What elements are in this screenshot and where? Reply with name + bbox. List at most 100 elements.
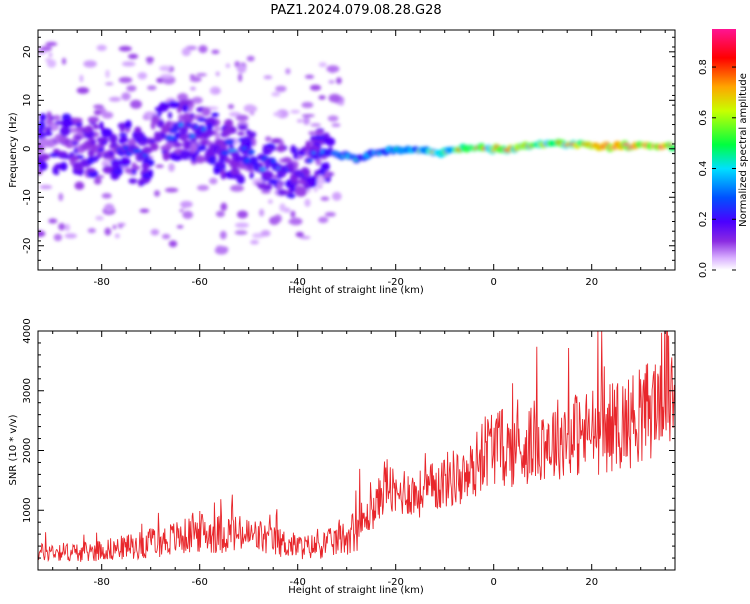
spectrogram-x-ticks: -80 -60 -40 -20 0 20 bbox=[52, 30, 666, 288]
x-tick-label: 0 bbox=[491, 577, 497, 588]
heat-noise-blob bbox=[130, 99, 142, 109]
y-tick-label: 2000 bbox=[22, 438, 33, 463]
heat-noise-blob bbox=[155, 164, 164, 168]
heat-ridge-core bbox=[224, 140, 234, 144]
spectrogram-y-axis-label: Frequency (Hz) bbox=[8, 112, 19, 188]
heat-noise-blob bbox=[275, 85, 287, 93]
heat-noise-blob bbox=[332, 96, 341, 102]
heat-cloud-blob bbox=[242, 136, 250, 144]
heat-noise-blob bbox=[259, 208, 265, 217]
heat-ridge-core bbox=[97, 147, 104, 152]
heat-noise-blob bbox=[189, 76, 202, 83]
heat-noise-blob bbox=[301, 114, 315, 118]
heat-cloud-blob bbox=[46, 111, 52, 120]
heat-noise-blob bbox=[320, 196, 330, 201]
heat-noise-blob bbox=[268, 199, 273, 204]
heat-cloud-blob bbox=[320, 162, 326, 170]
heat-noise-blob bbox=[87, 228, 96, 234]
heat-noise-blob bbox=[198, 45, 208, 54]
heat-cloud-blob bbox=[92, 124, 100, 130]
heat-ridge-core bbox=[194, 125, 199, 129]
colorbar: 0.0 0.2 0.4 0.6 0.8 Normalized spectral ampl… bbox=[698, 29, 749, 278]
heat-noise-blob bbox=[177, 93, 189, 102]
heat-cloud-blob bbox=[222, 126, 232, 137]
y-tick-label: -10 bbox=[22, 189, 33, 205]
heat-cloud-blob bbox=[44, 131, 53, 137]
heat-cloud-blob bbox=[131, 162, 137, 171]
heatmap-blobs bbox=[38, 41, 675, 255]
heat-noise-blob bbox=[137, 72, 148, 80]
heat-ridge-core bbox=[71, 141, 79, 145]
heat-noise-blob bbox=[191, 96, 203, 104]
y-tick-label: 20 bbox=[22, 45, 33, 58]
heat-cloud-blob bbox=[125, 120, 132, 129]
heat-cloud-blob bbox=[87, 156, 95, 165]
heat-noise-blob bbox=[302, 116, 310, 125]
heat-noise-blob bbox=[285, 68, 291, 75]
heat-noise-blob bbox=[213, 89, 221, 94]
heat-cloud-blob bbox=[236, 174, 245, 185]
heat-noise-blob bbox=[128, 53, 139, 60]
heat-noise-blob bbox=[76, 87, 90, 94]
heat-cloud-blob bbox=[323, 162, 330, 171]
heat-cloud-blob bbox=[102, 165, 114, 174]
heat-noise-blob bbox=[58, 223, 66, 231]
heat-noise-blob bbox=[290, 109, 301, 114]
heat-cloud-blob bbox=[268, 178, 279, 185]
heat-cloud-blob bbox=[167, 111, 173, 119]
heat-ridge-core bbox=[165, 136, 176, 140]
heat-cloud-blob bbox=[38, 161, 48, 171]
heat-noise-blob bbox=[64, 233, 78, 239]
heat-cloud-blob bbox=[291, 183, 296, 192]
heat-noise-blob bbox=[225, 63, 231, 68]
heat-cloud-blob bbox=[181, 104, 189, 113]
heat-cloud-blob bbox=[237, 131, 245, 136]
heat-cloud-blob bbox=[246, 131, 257, 138]
heat-noise-blob bbox=[105, 82, 114, 86]
heat-noise-blob bbox=[234, 230, 248, 236]
heat-noise-blob bbox=[329, 65, 335, 74]
colorbar-ticks: 0.0 0.2 0.4 0.6 0.8 bbox=[698, 59, 736, 278]
colorbar-gradient bbox=[712, 29, 736, 270]
heat-noise-blob bbox=[83, 60, 97, 68]
heat-noise-blob bbox=[261, 189, 271, 194]
colorbar-label: Normalized spectral amplitude bbox=[738, 73, 749, 227]
heat-noise-blob bbox=[96, 44, 107, 52]
heat-noise-blob bbox=[260, 230, 271, 237]
y-tick-label: -20 bbox=[22, 238, 33, 254]
heat-noise-blob bbox=[331, 191, 342, 201]
snr-y-axis-label: SNR (10 * v/v) bbox=[8, 414, 19, 485]
heat-ridge-core bbox=[109, 151, 114, 156]
x-tick-label: -60 bbox=[192, 277, 208, 288]
heat-cloud-blob bbox=[61, 113, 72, 122]
heat-ridge-core bbox=[201, 127, 207, 132]
y-tick-label: 3000 bbox=[22, 378, 33, 403]
heat-noise-blob bbox=[112, 224, 117, 230]
heat-ridge-core bbox=[185, 123, 192, 127]
colorbar-tick-label: 0.2 bbox=[698, 211, 709, 227]
heat-noise-blob bbox=[243, 104, 256, 113]
heat-noise-blob bbox=[147, 85, 157, 91]
heat-cloud-blob bbox=[87, 116, 100, 123]
spectrogram-frame bbox=[37, 29, 676, 271]
heat-noise-blob bbox=[279, 203, 286, 212]
heat-cloud-blob bbox=[196, 117, 207, 122]
heat-noise-blob bbox=[190, 86, 196, 91]
heat-noise-blob bbox=[150, 229, 160, 236]
heat-cloud-blob bbox=[68, 156, 80, 162]
heat-cloud-blob bbox=[128, 178, 138, 184]
x-tick-label: -80 bbox=[94, 577, 110, 588]
heat-noise-blob bbox=[317, 185, 323, 189]
heat-ridge-core bbox=[101, 140, 108, 145]
heat-cloud-blob bbox=[83, 126, 91, 134]
heat-ridge-outer bbox=[142, 146, 152, 154]
heat-noise-blob bbox=[211, 49, 220, 55]
heat-noise-blob bbox=[64, 223, 70, 232]
heat-noise-blob bbox=[48, 218, 58, 224]
heat-noise-blob bbox=[52, 115, 61, 121]
x-tick-label: -20 bbox=[388, 277, 404, 288]
heat-ridge-core bbox=[74, 136, 83, 140]
heat-noise-blob bbox=[214, 246, 228, 255]
spectrogram-heatmap bbox=[38, 41, 675, 255]
y-tick-label: 1000 bbox=[22, 498, 33, 523]
